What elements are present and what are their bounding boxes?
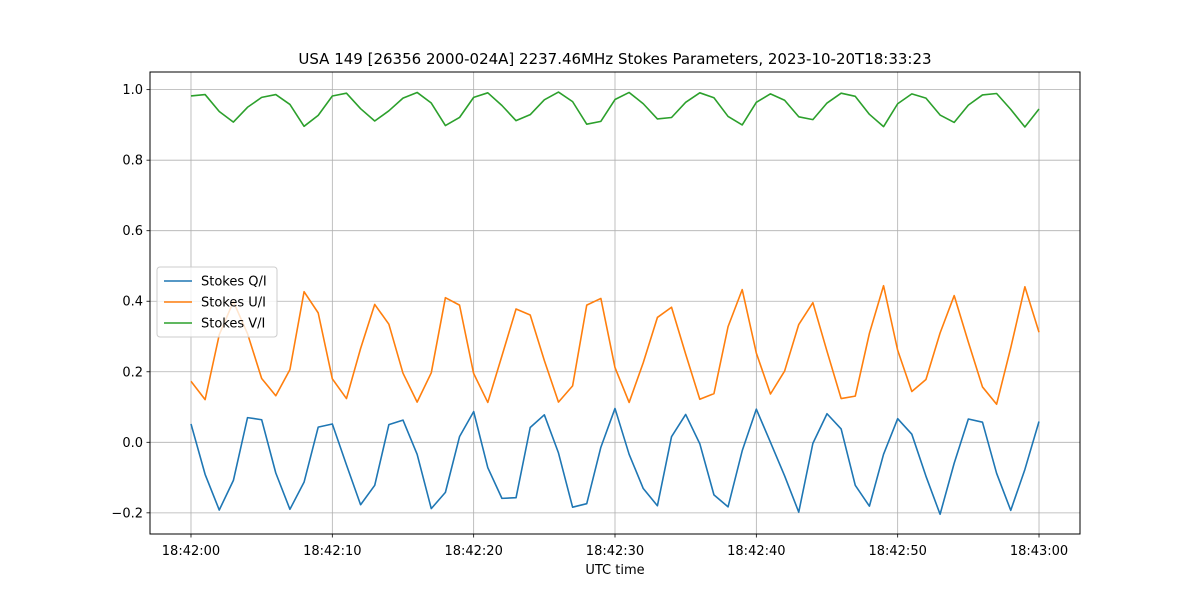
chart-title: USA 149 [26356 2000-024A] 2237.46MHz Sto… — [298, 50, 931, 68]
y-axis: −0.2 0.0 0.2 0.4 0.6 0.8 1.0 — [111, 83, 150, 521]
y-tick-label: 0.0 — [122, 436, 143, 451]
series-line-stokes-q-i — [190, 407, 1040, 516]
x-tick-label: 18:42:10 — [303, 544, 361, 559]
legend-label-stokes-v-i: Stokes V/I — [201, 317, 265, 332]
legend: Stokes Q/I Stokes U/I Stokes V/I — [156, 266, 278, 338]
y-tick-label: 1.0 — [122, 83, 143, 98]
legend-label-stokes-u-i: Stokes U/I — [201, 296, 266, 311]
x-tick-label: 18:42:40 — [727, 544, 785, 559]
series-line-stokes-u-i — [190, 284, 1040, 406]
y-tick-label: 0.4 — [122, 295, 143, 310]
y-tick-label: −0.2 — [111, 506, 143, 521]
series-line-stokes-v-i — [190, 91, 1040, 128]
y-tick-label: 0.6 — [122, 224, 143, 239]
grid — [150, 72, 1080, 534]
x-tick-label: 18:42:20 — [444, 544, 502, 559]
x-axis: 18:42:00 18:42:10 18:42:20 18:42:30 18:42:40… — [162, 534, 1068, 559]
legend-box — [156, 266, 278, 338]
legend-label-stokes-q-i: Stokes Q/I — [201, 275, 267, 290]
y-tick-label: 0.8 — [122, 154, 143, 169]
x-tick-label: 18:42:00 — [162, 544, 220, 559]
series-lines — [190, 91, 1040, 516]
y-tick-label: 0.2 — [122, 365, 143, 380]
x-tick-label: 18:42:50 — [868, 544, 926, 559]
x-tick-label: 18:42:30 — [586, 544, 644, 559]
x-axis-label: UTC time — [585, 563, 644, 578]
x-tick-label: 18:43:00 — [1010, 544, 1068, 559]
